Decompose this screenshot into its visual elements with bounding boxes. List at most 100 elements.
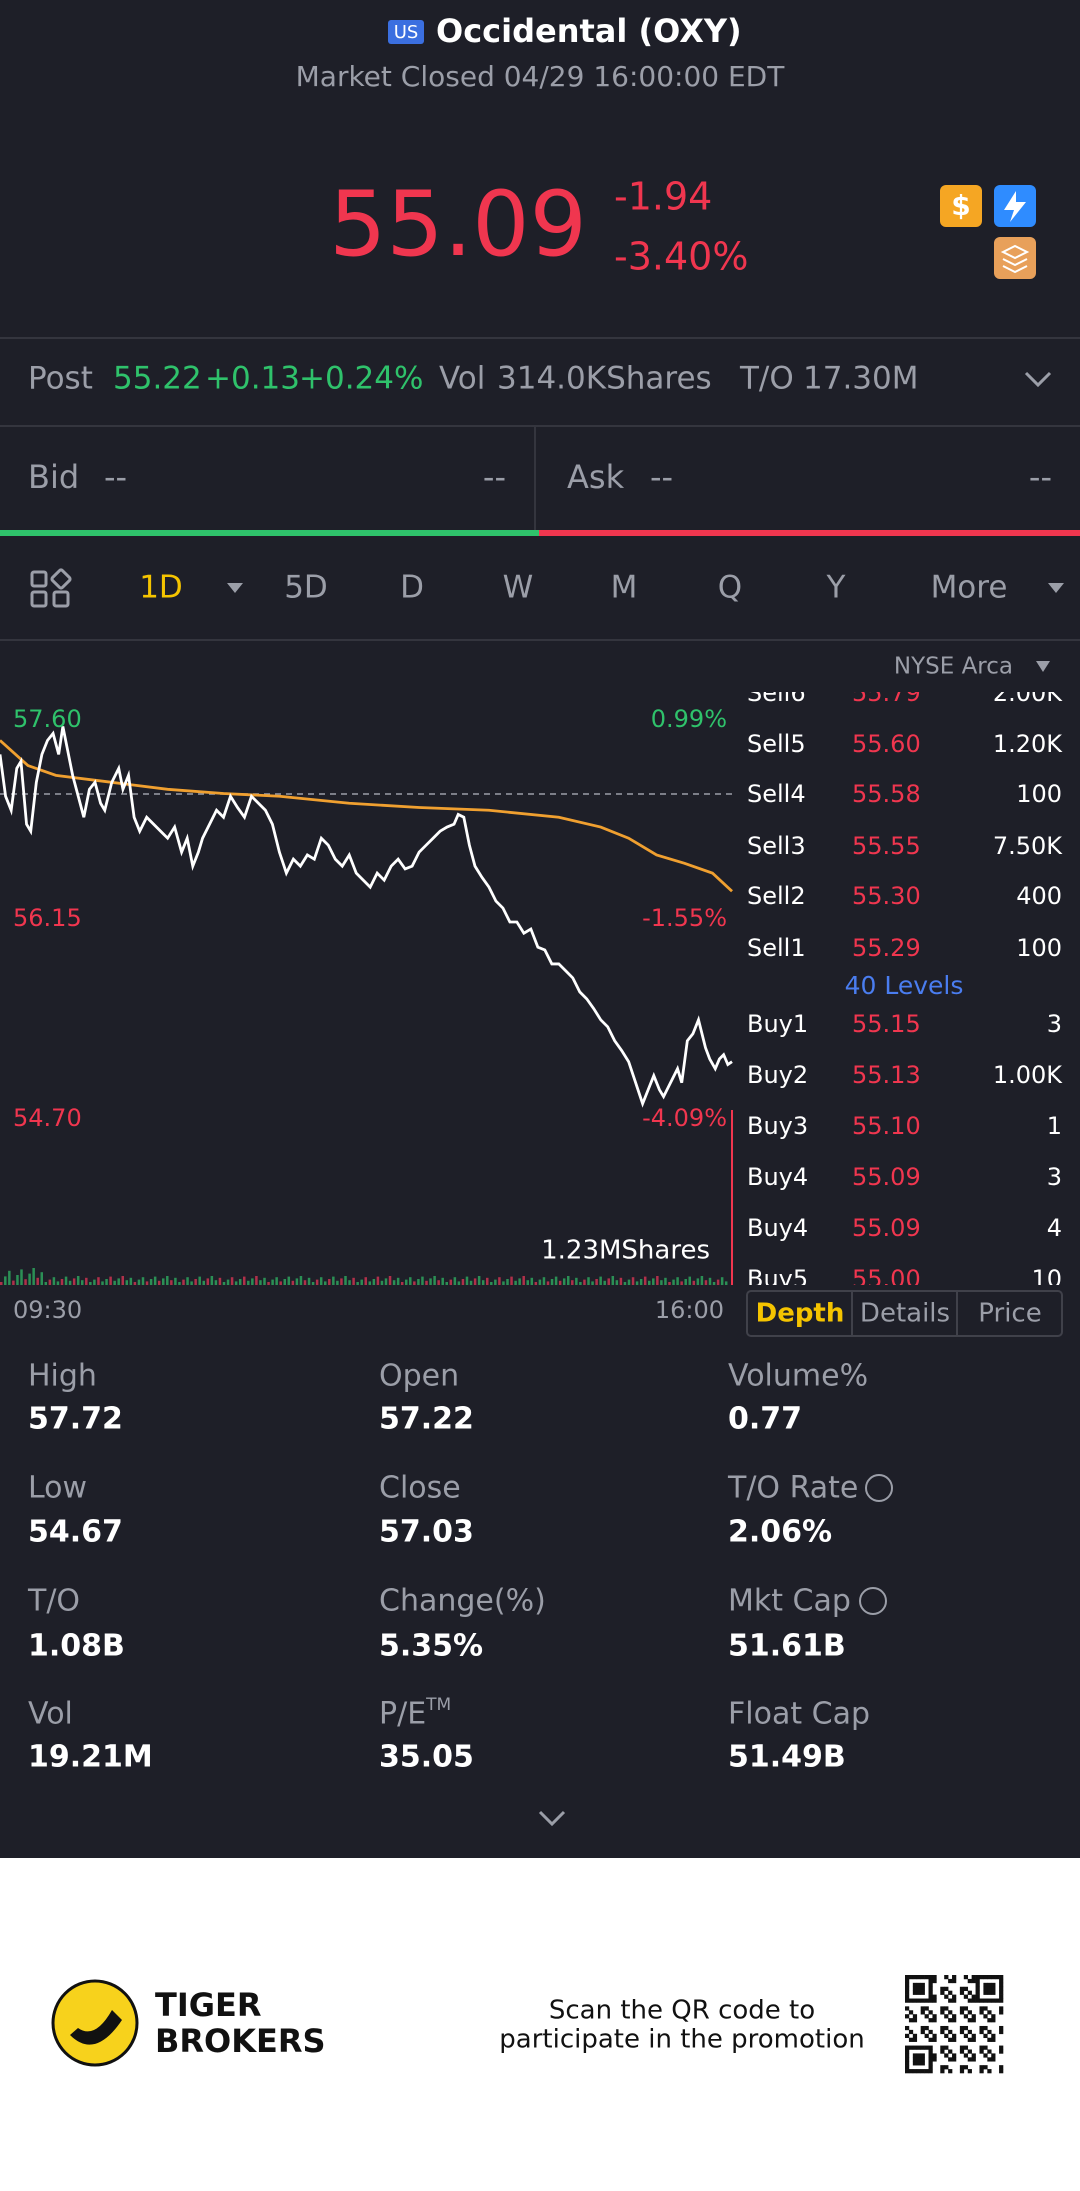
brand-line: BROKERS — [155, 2022, 326, 2060]
period-tab[interactable]: W — [503, 570, 534, 606]
qr-cell — [940, 2010, 945, 2015]
volume-bar — [534, 1282, 538, 1285]
volume-bar — [380, 1280, 384, 1285]
volume-bar — [170, 1280, 173, 1285]
volume-bar — [275, 1277, 278, 1285]
buy-size: 3 — [1047, 1163, 1062, 1191]
qr-cell — [905, 1990, 910, 1995]
book-tab[interactable]: Price — [978, 1299, 1041, 1329]
volume-bar — [388, 1276, 392, 1285]
book-tab[interactable]: Depth — [756, 1299, 845, 1329]
buy-level: Buy5 — [747, 1265, 808, 1293]
sell-size: 7.50K — [993, 832, 1063, 860]
qr-cell — [932, 2033, 937, 2039]
more-stats-icon[interactable] — [538, 1810, 566, 1827]
buy-size: 3 — [1047, 1010, 1062, 1038]
exchange-selector[interactable]: NYSE Arca — [894, 654, 1013, 680]
expand-icon[interactable] — [1024, 371, 1052, 388]
qr-cell — [905, 2033, 910, 2039]
post-to-label: T/O — [739, 361, 794, 397]
volume-bar — [344, 1276, 347, 1285]
qr-cell — [952, 1978, 957, 1984]
dropdown-icon[interactable] — [227, 583, 243, 593]
dropdown-icon[interactable] — [1036, 661, 1050, 672]
volume-bar — [583, 1279, 586, 1285]
buy-size: 4 — [1047, 1214, 1062, 1242]
period-tab[interactable]: Q — [718, 570, 742, 606]
qr-cell — [975, 1998, 980, 2003]
volume-bar — [591, 1281, 594, 1285]
qr-cell — [975, 1994, 980, 1999]
period-tab[interactable]: More — [931, 570, 1008, 606]
qr-cell — [991, 1998, 996, 2003]
qr-cell — [999, 1975, 1004, 1980]
period-tab[interactable]: 1D — [139, 570, 183, 606]
volume-bar — [486, 1277, 489, 1285]
buy-size: 1 — [1047, 1112, 1062, 1140]
qr-cell — [971, 2033, 976, 2039]
qr-cell — [928, 1994, 933, 1999]
layout-icon[interactable] — [30, 568, 72, 608]
dollar-icon: $ — [951, 189, 970, 222]
sell-size: 100 — [1016, 934, 1062, 962]
volume-bar — [688, 1276, 691, 1285]
volume-bar — [421, 1276, 424, 1285]
volume-bar — [437, 1280, 440, 1285]
volume-bar — [571, 1280, 574, 1285]
qr-cell — [932, 1975, 937, 1980]
sell-level: Sell1 — [747, 934, 806, 962]
volume-bar — [76, 1276, 80, 1285]
axis-high-pct: 0.99% — [651, 705, 727, 733]
qr-cell — [920, 2069, 925, 2074]
qr-cell — [999, 2006, 1004, 2011]
buy-price: 55.09 — [852, 1163, 921, 1191]
volume-bar — [558, 1280, 562, 1285]
volume-bar — [117, 1278, 120, 1285]
qr-cell — [912, 2069, 918, 2074]
qr-cell — [963, 2014, 969, 2019]
stat-value: 54.67 — [28, 1515, 123, 1550]
qr-cell — [959, 2049, 965, 2054]
qr-cell — [975, 1990, 980, 1995]
period-tab[interactable]: D — [400, 570, 424, 606]
qr-cell — [987, 2018, 992, 2023]
period-tab[interactable]: Y — [826, 570, 846, 606]
qr-cell — [928, 1986, 933, 1991]
qr-cell — [959, 2025, 965, 2031]
qr-cell — [971, 2053, 976, 2058]
volume-bar — [64, 1276, 68, 1285]
info-icons — [859, 1474, 893, 1615]
volume-bar — [174, 1277, 177, 1285]
period-tab[interactable]: M — [611, 570, 638, 606]
dropdown-icon[interactable] — [1048, 583, 1064, 593]
qr-cell — [971, 2037, 976, 2042]
post-to: 17.30M — [803, 361, 919, 397]
volume-bar — [477, 1276, 481, 1285]
qr-cell — [908, 2010, 914, 2015]
qr-cell — [979, 1998, 984, 2003]
badge-text: US — [394, 22, 419, 43]
volume-bar — [315, 1279, 319, 1285]
qr-cell — [975, 1986, 980, 1991]
volume-bar — [684, 1279, 687, 1285]
stat-label: T/O — [27, 1584, 80, 1619]
tiger-logo — [51, 1979, 139, 2067]
qr-cell — [920, 2057, 925, 2062]
book-tab[interactable]: Details — [860, 1299, 950, 1329]
qr-cell — [908, 2018, 914, 2023]
volume-bar — [668, 1282, 671, 1285]
volume-bar — [676, 1277, 679, 1285]
volume-bar — [538, 1279, 542, 1285]
volume-bar — [712, 1282, 716, 1285]
qr-cell — [971, 2057, 976, 2062]
levels-link[interactable]: 40 Levels — [845, 971, 964, 1000]
qr-cell — [979, 2010, 984, 2015]
qr-cell — [928, 2057, 933, 2062]
stat-value: 5.35% — [379, 1629, 483, 1664]
volume-bar — [405, 1279, 408, 1285]
period-tab[interactable]: 5D — [284, 570, 328, 606]
stat-value: 1.08B — [28, 1629, 125, 1664]
sell-level: Sell5 — [747, 730, 806, 758]
stat-value: 51.49B — [728, 1740, 846, 1775]
volume-bar — [506, 1279, 509, 1285]
